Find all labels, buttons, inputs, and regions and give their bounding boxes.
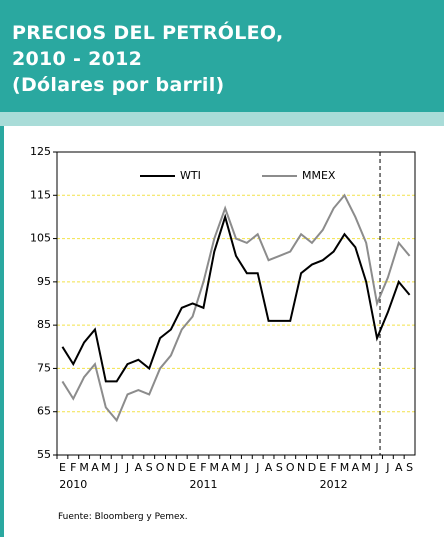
x-tick-label: A	[135, 461, 143, 474]
plot-area	[57, 152, 415, 455]
x-tick-label: M	[210, 461, 220, 474]
y-tick-label: 85	[37, 318, 51, 331]
year-label: 2011	[189, 478, 217, 491]
y-tick-label: 65	[37, 405, 51, 418]
x-tick-label: E	[59, 461, 66, 474]
x-tick-label: N	[297, 461, 305, 474]
x-tick-label: J	[114, 461, 118, 474]
x-tick-label: J	[255, 461, 259, 474]
x-tick-label: J	[385, 461, 389, 474]
y-tick-label: 95	[37, 275, 51, 288]
x-tick-label: N	[167, 461, 175, 474]
x-tick-label: F	[70, 461, 76, 474]
x-tick-label: M	[101, 461, 111, 474]
x-tick-label: D	[178, 461, 186, 474]
x-tick-label: M	[231, 461, 241, 474]
x-tick-label: D	[308, 461, 316, 474]
header-line: (Dólares por barril)	[12, 74, 225, 96]
x-tick-label: J	[244, 461, 248, 474]
side-bar	[0, 126, 4, 537]
x-tick-label: F	[200, 461, 206, 474]
year-label: 2012	[320, 478, 348, 491]
year-label: 2010	[59, 478, 87, 491]
header-strip	[0, 112, 444, 126]
x-tick-label: E	[189, 461, 196, 474]
x-tick-label: M	[361, 461, 371, 474]
x-tick-label: F	[330, 461, 336, 474]
plot-frame	[56, 151, 416, 456]
x-tick-label: E	[319, 461, 326, 474]
y-tick-label: 125	[30, 145, 51, 158]
x-tick-label: J	[374, 461, 378, 474]
x-tick-label: A	[221, 461, 229, 474]
source: Fuente: Bloomberg y Pemex.	[58, 512, 188, 522]
series-line	[61, 213, 411, 383]
header-line: PRECIOS DEL PETRÓLEO,	[12, 22, 284, 44]
y-tick-label: 115	[30, 188, 51, 201]
y-tick-label: 105	[30, 232, 51, 245]
x-tick-label: M	[79, 461, 89, 474]
x-tick-label: A	[352, 461, 360, 474]
x-tick-label: J	[125, 461, 129, 474]
legend-label: MMEX	[302, 169, 336, 182]
x-tick-label: O	[286, 461, 295, 474]
x-tick-label: M	[340, 461, 350, 474]
y-tick-label: 75	[37, 361, 51, 374]
x-tick-label: A	[91, 461, 99, 474]
series-line	[61, 193, 411, 423]
x-tick-label: O	[156, 461, 165, 474]
legend-label: WTI	[180, 169, 201, 182]
y-tick-label: 55	[37, 448, 51, 461]
x-tick-label: S	[406, 461, 413, 474]
x-tick-label: A	[395, 461, 403, 474]
x-tick-label: S	[276, 461, 283, 474]
x-tick-label: S	[146, 461, 153, 474]
x-tick-label: A	[265, 461, 273, 474]
header-line: 2010 - 2012	[12, 48, 143, 70]
header: PRECIOS DEL PETRÓLEO, 2010 - 2012 (Dólar…	[0, 0, 444, 112]
